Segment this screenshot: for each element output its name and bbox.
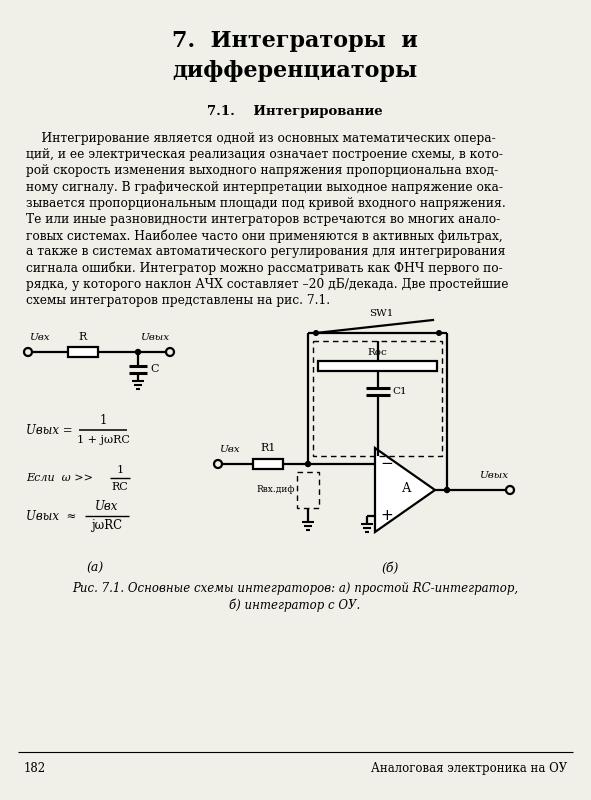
Text: 1: 1 (99, 414, 107, 427)
Text: Те или иные разновидности интеграторов встречаются во многих анало-: Те или иные разновидности интеграторов в… (26, 213, 500, 226)
Text: (а): (а) (86, 562, 103, 575)
Bar (68, 347, 98, 357)
Text: R: R (79, 332, 87, 342)
Text: Rос: Rос (368, 348, 387, 357)
Text: RC: RC (112, 482, 128, 492)
Text: SW1: SW1 (369, 309, 394, 318)
Circle shape (306, 462, 310, 466)
Text: 1: 1 (116, 465, 124, 475)
Text: говых системах. Наиболее часто они применяются в активных фильтрах,: говых системах. Наиболее часто они приме… (26, 230, 503, 242)
Text: 182: 182 (24, 762, 46, 775)
Text: +: + (380, 509, 393, 523)
Text: Uвх: Uвх (219, 445, 239, 454)
Text: Аналоговая электроника на ОУ: Аналоговая электроника на ОУ (371, 762, 567, 775)
Text: Uвых: Uвых (479, 471, 508, 480)
Bar (297, 472, 319, 508)
Text: рой скорость изменения выходного напряжения пропорциональна вход-: рой скорость изменения выходного напряже… (26, 164, 498, 178)
Circle shape (444, 487, 450, 493)
Text: а также в системах автоматического регулирования для интегрирования: а также в системах автоматического регул… (26, 246, 505, 258)
Text: Uвых =: Uвых = (26, 423, 73, 437)
Text: Rвх.диф: Rвх.диф (256, 486, 295, 494)
Text: (б): (б) (381, 562, 399, 575)
Text: C: C (150, 365, 158, 374)
Text: б) интегратор с ОУ.: б) интегратор с ОУ. (229, 598, 361, 611)
Text: сигнала ошибки. Интегратор можно рассматривать как ФНЧ первого по-: сигнала ошибки. Интегратор можно рассмат… (26, 262, 503, 275)
Polygon shape (375, 448, 435, 532)
Text: зывается пропорциональным площади под кривой входного напряжения.: зывается пропорциональным площади под кр… (26, 197, 506, 210)
Text: рядка, у которого наклон АЧХ составляет –20 дБ/декада. Две простейшие: рядка, у которого наклон АЧХ составляет … (26, 278, 508, 290)
Bar (313, 341, 442, 456)
Text: Рис. 7.1. Основные схемы интеграторов: а) простой RC-интегратор,: Рис. 7.1. Основные схемы интеграторов: а… (72, 582, 518, 595)
Text: −: − (380, 457, 393, 471)
Text: Uвых  ≈: Uвых ≈ (26, 510, 76, 522)
Circle shape (314, 330, 319, 335)
Text: схемы интеграторов представлены на рис. 7.1.: схемы интеграторов представлены на рис. … (26, 294, 330, 307)
Text: Uвых: Uвых (140, 333, 169, 342)
Text: дифференциаторы: дифференциаторы (173, 60, 418, 82)
Text: Интегрирование является одной из основных математических опера-: Интегрирование является одной из основны… (26, 132, 496, 145)
Text: C1: C1 (392, 387, 407, 396)
Text: 1 + jωRC: 1 + jωRC (77, 435, 129, 445)
Circle shape (437, 330, 441, 335)
Text: Uвх: Uвх (95, 501, 119, 514)
Bar (318, 361, 437, 371)
Text: Если  ω >>: Если ω >> (26, 473, 93, 483)
Text: jωRC: jωRC (92, 519, 122, 533)
Text: 7.1.    Интегрирование: 7.1. Интегрирование (207, 105, 383, 118)
Circle shape (135, 350, 141, 354)
Text: 7.  Интеграторы  и: 7. Интеграторы и (172, 30, 418, 52)
Bar (253, 459, 283, 469)
Text: ций, и ее электрическая реализация означает построение схемы, в кото-: ций, и ее электрическая реализация означ… (26, 148, 503, 162)
Text: А: А (402, 482, 412, 494)
Text: R1: R1 (260, 443, 275, 453)
Text: Uвх: Uвх (29, 333, 50, 342)
Text: ному сигналу. В графической интерпретации выходное напряжение ока-: ному сигналу. В графической интерпретаци… (26, 181, 503, 194)
